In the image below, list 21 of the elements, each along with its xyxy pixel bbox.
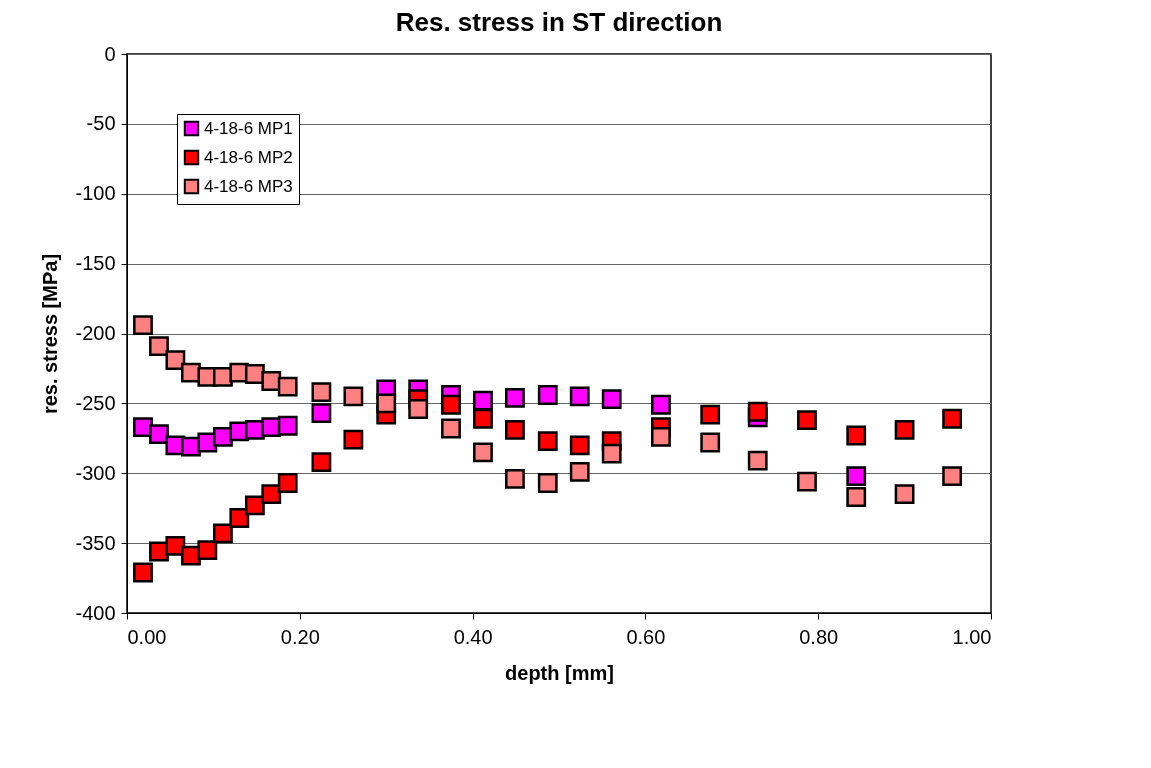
y-tick-label: -350 <box>75 531 116 554</box>
x-axis-title: depth [mm] <box>505 661 614 684</box>
y-tick-label: -200 <box>75 322 116 344</box>
x-tick-label: 0.00 <box>127 625 167 648</box>
x-tick-label: 1.00 <box>952 625 992 648</box>
y-tick-label: -400 <box>75 601 116 624</box>
y-tick-label: -100 <box>75 182 116 205</box>
x-tick-label: 0.60 <box>626 625 666 648</box>
legend-label: 4-18-6 MP3 <box>204 176 293 196</box>
y-tick-label: -300 <box>75 461 116 484</box>
legend-label: 4-18-6 MP1 <box>204 118 293 138</box>
y-tick-label: -250 <box>75 391 116 414</box>
x-tick-label: 0.20 <box>280 625 320 648</box>
chart-title: Res. stress in ST direction <box>395 7 723 37</box>
y-tick-label: -50 <box>86 112 116 135</box>
y-tick-label: 0 <box>104 42 116 65</box>
y-axis-title: res. stress [MPa] <box>39 253 62 415</box>
x-tick-label: 0.80 <box>799 625 839 648</box>
legend-label: 4-18-6 MP2 <box>204 147 293 167</box>
x-tick-label: 0.40 <box>453 625 493 648</box>
y-tick-label: -150 <box>75 252 116 275</box>
